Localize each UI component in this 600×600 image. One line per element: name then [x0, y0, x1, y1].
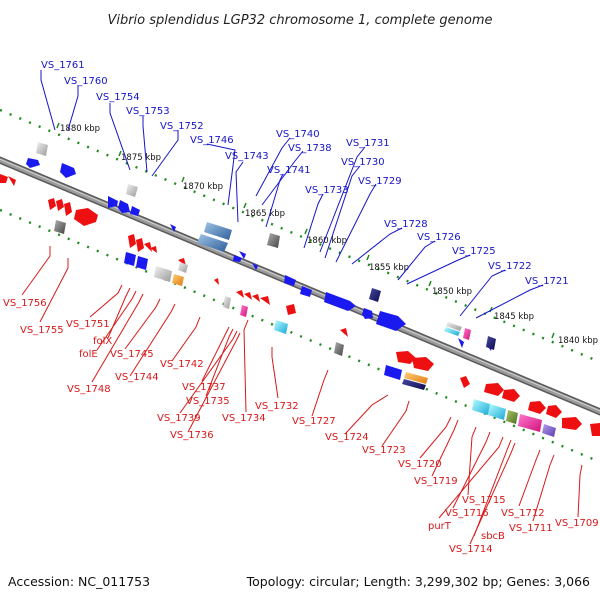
- gene-label-vs-1725: VS_1725: [452, 246, 496, 257]
- gene-label-vs-1720: VS_1720: [398, 459, 442, 470]
- gene-label-vs-1736: VS_1736: [170, 430, 214, 441]
- gene-label-vs-1726: VS_1726: [417, 232, 461, 243]
- gene-label-vs-1752: VS_1752: [160, 121, 204, 132]
- gene-label-vs-1728: VS_1728: [384, 219, 428, 230]
- gene-label-vs-1719: VS_1719: [414, 476, 458, 487]
- gene-label-vs-1714: VS_1714: [449, 544, 493, 555]
- gene-label-vs-1739: VS_1739: [157, 413, 201, 424]
- gene-label-vs-1756: VS_1756: [3, 298, 47, 309]
- gene-label-vs-1712: VS_1712: [501, 508, 545, 519]
- gene-label-vs-1746: VS_1746: [190, 135, 234, 146]
- scale-label-1850: 1850 kbp: [432, 287, 472, 297]
- gene-label-vs-1735: VS_1735: [186, 396, 230, 407]
- gene-label-vs-1723: VS_1723: [362, 445, 406, 456]
- scale-ticks: [56, 122, 555, 339]
- map-title: Vibrio splendidus LGP32 chromosome 1, co…: [107, 13, 492, 28]
- reverse-color-features: [54, 220, 556, 437]
- scale-label-1875: 1875 kbp: [121, 153, 161, 163]
- gene-label-vs-1742: VS_1742: [160, 359, 204, 370]
- gene-label-vs-1737: VS_1737: [182, 382, 226, 393]
- scale-label-1840: 1840 kbp: [558, 336, 598, 346]
- gene-label-vs-1711: VS_1711: [509, 523, 553, 534]
- scale-label-1865: 1865 kbp: [245, 209, 285, 219]
- gene-label-fole: folE: [79, 349, 98, 360]
- gene-label-vs-1738: VS_1738: [288, 143, 332, 154]
- scale-label-1870: 1870 kbp: [183, 182, 223, 192]
- gene-label-vs-1721: VS_1721: [525, 276, 569, 287]
- chromosome-backbone: [0, 156, 600, 416]
- scale-label-1845: 1845 kbp: [494, 312, 534, 322]
- gene-label-vs-1743: VS_1743: [225, 151, 269, 162]
- gene-label-vs-1741: VS_1741: [267, 165, 311, 176]
- scale-label-1880: 1880 kbp: [60, 124, 100, 134]
- gene-label-vs-1731: VS_1731: [346, 138, 390, 149]
- gene-label-vs-1760: VS_1760: [64, 76, 108, 87]
- gene-label-vs-1753: VS_1753: [126, 106, 170, 117]
- forward-color-features: [36, 142, 496, 350]
- gene-label-vs-1709: VS_1709: [555, 518, 599, 529]
- gene-label-vs-1730: VS_1730: [341, 157, 385, 168]
- gene-label-vs-1733: VS_1733: [305, 185, 349, 196]
- gene-label-folx: folX: [93, 336, 112, 347]
- gene-label-vs-1724: VS_1724: [325, 432, 369, 443]
- reverse-label-lines: [21, 246, 583, 545]
- gene-label-vs-1744: VS_1744: [115, 372, 159, 383]
- genome-summary-text: Topology: circular; Length: 3,299,302 bp…: [246, 574, 590, 589]
- gene-label-vs-1745: VS_1745: [110, 349, 154, 360]
- gene-label-vs-1729: VS_1729: [358, 176, 402, 187]
- gene-label-vs-1734: VS_1734: [222, 413, 266, 424]
- reverse-gene-features: [0, 174, 600, 436]
- gene-label-vs-1754: VS_1754: [96, 92, 140, 103]
- forward-gene-features: [26, 158, 492, 351]
- gene-label-vs-1727: VS_1727: [292, 416, 336, 427]
- gene-label-purt: purT: [428, 521, 452, 532]
- gene-label-vs-1761: VS_1761: [41, 60, 85, 71]
- scale-label-1860: 1860 kbp: [307, 236, 347, 246]
- gene-label-vs-1722: VS_1722: [488, 261, 532, 272]
- gene-label-vs-1755: VS_1755: [20, 325, 64, 336]
- gene-label-vs-1716: VS_1716: [445, 508, 489, 519]
- gene-label-vs-1748: VS_1748: [67, 384, 111, 395]
- gene-label-vs-1751: VS_1751: [66, 319, 110, 330]
- accession-text: Accession: NC_011753: [8, 574, 150, 589]
- gene-label-vs-1740: VS_1740: [276, 129, 320, 140]
- gene-label-vs-1715: VS_1715: [462, 495, 506, 506]
- gene-label-sbcb: sbcB: [481, 531, 505, 542]
- gene-label-vs-1732: VS_1732: [255, 401, 299, 412]
- scale-label-1855: 1855 kbp: [369, 263, 409, 273]
- forward-label-lines: [40, 70, 544, 319]
